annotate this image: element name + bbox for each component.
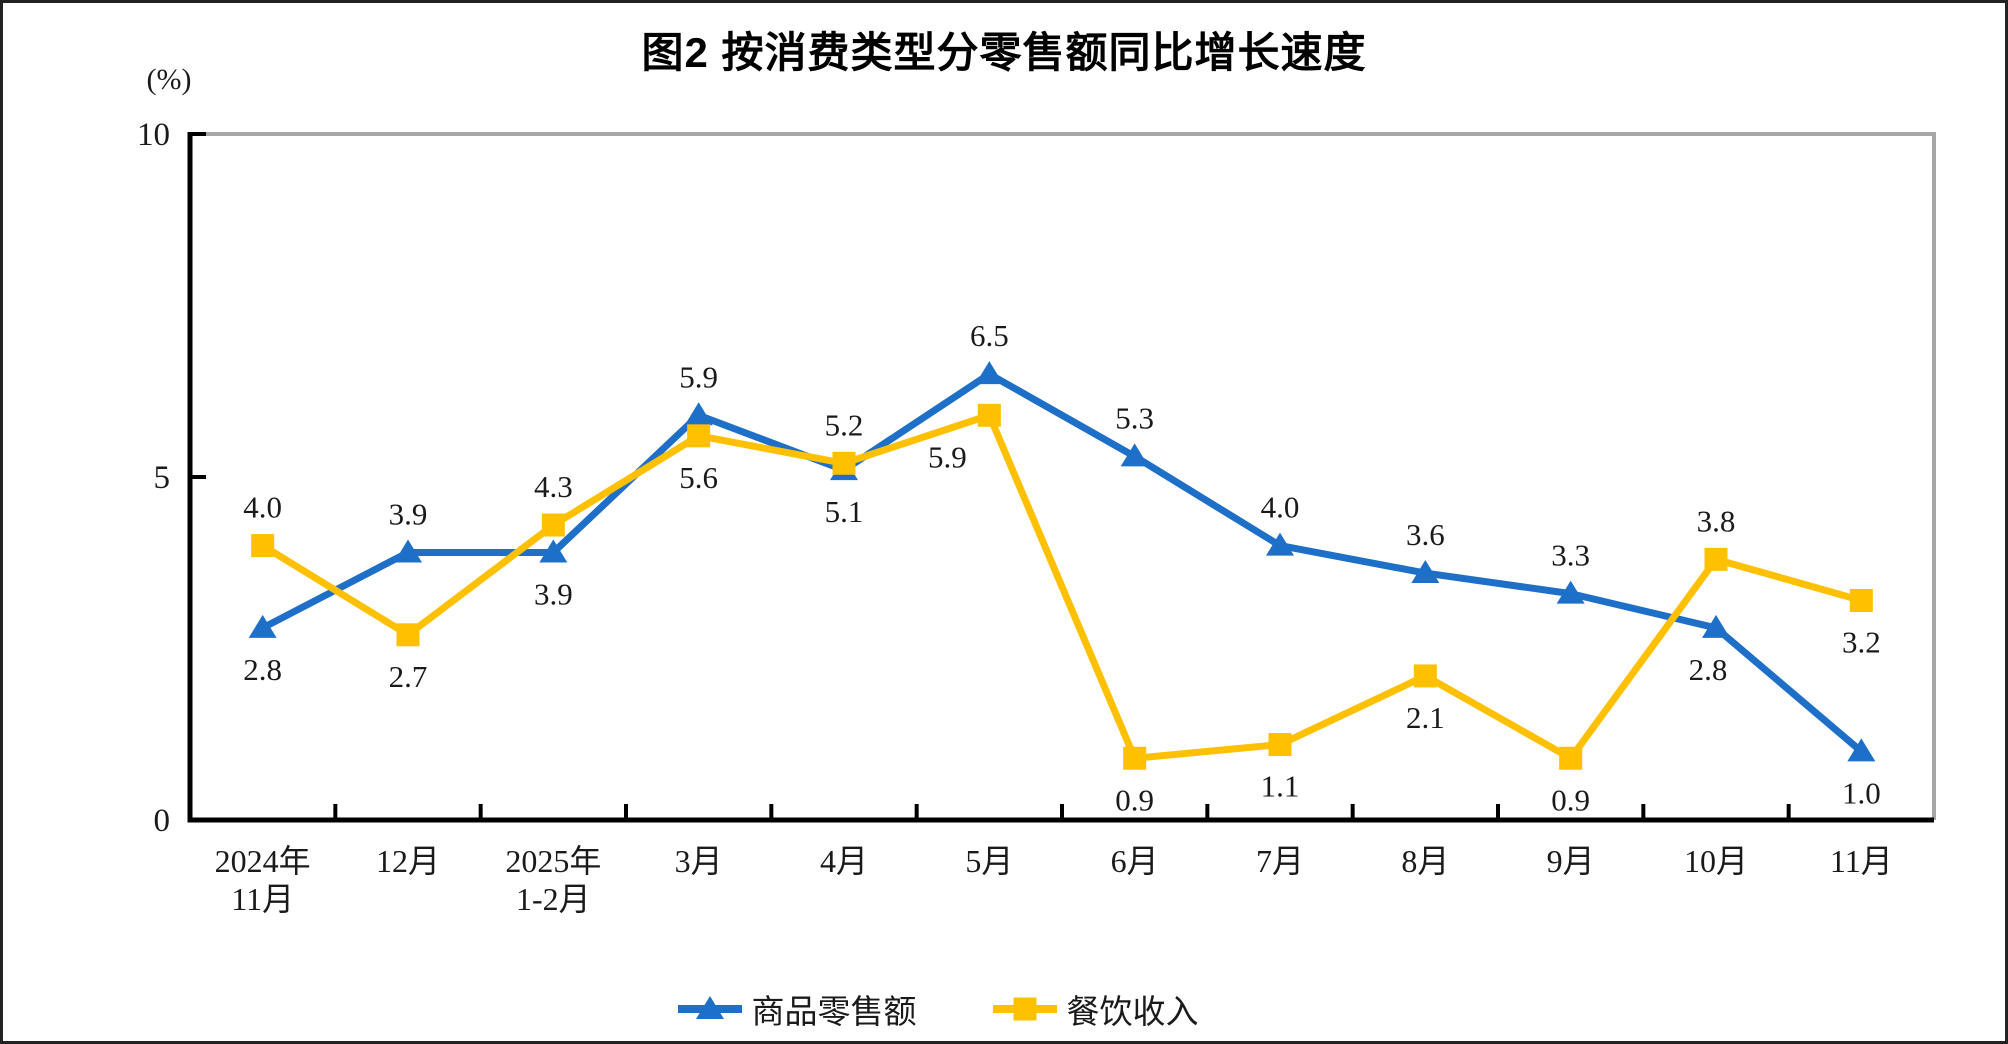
catering-revenue-marker	[1704, 547, 1728, 571]
legend-items: 商品零售额 餐饮收入	[677, 985, 1199, 1033]
goods-retail-data-label: 3.9	[534, 576, 573, 611]
x-category-label: 9月	[1547, 843, 1595, 879]
legend-item-goods-retail: 商品零售额	[677, 985, 917, 1033]
y-tick-label: 10	[137, 117, 170, 153]
goods-retail-marker	[1847, 738, 1876, 762]
line-chart-plot: 2.8 3.9 3.9 5.9 5.1 6.5 5.3 4.0 3.6 3.3 2.8 1.0 4.0 2…	[137, 63, 1936, 917]
goods-retail-marker	[1702, 614, 1730, 638]
triangle-legend-sample-icon	[677, 996, 742, 1019]
catering-revenue-marker	[541, 513, 565, 537]
x-category-label: 8月	[1401, 843, 1449, 879]
catering-revenue-data-label: 4.0	[243, 490, 282, 525]
y-tick-label: 5	[154, 460, 171, 496]
goods-retail-data-label: 3.9	[389, 496, 428, 531]
catering-revenue-data-label: 2.1	[1406, 700, 1445, 735]
catering-revenue-data-label: 0.9	[1115, 782, 1154, 817]
goods-retail-data-label: 5.1	[825, 494, 864, 529]
goods-retail-data-label: 2.8	[243, 652, 282, 687]
catering-revenue-marker	[1413, 664, 1437, 688]
x-category-label: 2024年	[215, 843, 311, 879]
x-category-label: 4月	[820, 843, 868, 879]
catering-revenue-data-label: 5.9	[928, 439, 967, 474]
x-category-label: 7月	[1256, 843, 1304, 879]
catering-revenue-marker	[832, 451, 856, 475]
x-category-label: 5月	[965, 843, 1013, 879]
catering-revenue-data-label: 5.2	[825, 407, 864, 442]
goods-retail-marker	[975, 361, 1004, 385]
goods-retail-data-label: 2.8	[1689, 652, 1728, 687]
legend-sample-marker	[695, 996, 724, 1019]
x-category-label: 6月	[1111, 843, 1159, 879]
x-category-label: 11月	[1830, 843, 1893, 879]
goods-retail-data-label: 4.0	[1261, 490, 1300, 525]
axes	[187, 132, 1934, 823]
legend: 商品零售额 餐饮收入	[3, 985, 2005, 1033]
goods-retail-data-label: 6.5	[970, 318, 1009, 353]
goods-retail-data-label: 5.9	[679, 359, 718, 394]
catering-revenue-data-label: 0.9	[1551, 782, 1590, 817]
goods-retail-marker	[1120, 443, 1149, 467]
legend-sample-marker	[1013, 997, 1036, 1021]
catering-revenue-marker	[1849, 588, 1873, 612]
catering-revenue-line	[259, 411, 1865, 762]
legend-label-goods-retail: 商品零售额	[751, 995, 917, 1031]
x-category-label: 2025年	[505, 843, 601, 879]
catering-revenue-marker	[1123, 746, 1147, 770]
catering-revenue-marker	[1559, 746, 1583, 770]
goods-retail-data-label: 5.3	[1115, 400, 1154, 435]
catering-revenue-data-label: 5.6	[679, 460, 718, 495]
catering-revenue-data-label: 4.3	[534, 469, 573, 504]
legend-label-catering-revenue: 餐饮收入	[1066, 995, 1199, 1031]
x-category-label: 12月	[376, 843, 440, 879]
y-axis-unit-label: (%)	[147, 63, 192, 96]
y-tick-label: 0	[154, 803, 171, 839]
goods-retail-marker	[684, 402, 713, 426]
catering-revenue-marker	[977, 403, 1001, 427]
goods-retail-marker	[1411, 560, 1440, 584]
catering-revenue-marker	[396, 623, 420, 647]
goods-retail-marker	[539, 539, 568, 563]
catering-revenue-marker	[687, 424, 711, 448]
catering-revenue-marker	[251, 534, 275, 558]
catering-revenue-data-label: 3.8	[1697, 503, 1736, 538]
x-category-label: 11月	[231, 881, 294, 917]
x-category-label: 1-2月	[516, 881, 591, 917]
goods-retail-data-label: 1.0	[1842, 775, 1881, 810]
goods-retail-legend-marker	[677, 992, 742, 1026]
chart-title: 图2 按消费类型分零售额同比增长速度	[641, 29, 1367, 76]
goods-retail-marker	[1556, 580, 1585, 604]
goods-retail-data-label: 3.3	[1551, 538, 1590, 573]
catering-revenue-data-label: 2.7	[389, 659, 428, 694]
goods-retail-line	[259, 370, 1865, 755]
x-category-label: 3月	[675, 843, 723, 879]
x-category-label: 10月	[1684, 843, 1748, 879]
goods-retail-marker	[248, 614, 277, 638]
plot-frame	[190, 132, 1936, 820]
legend-item-catering-revenue: 餐饮收入	[992, 985, 1199, 1033]
catering-revenue-marker	[1268, 733, 1292, 757]
catering-revenue-legend-marker	[992, 992, 1057, 1026]
goods-retail-data-label: 3.6	[1406, 517, 1445, 552]
catering-revenue-data-label: 1.1	[1261, 769, 1300, 804]
catering-revenue-data-label: 3.2	[1842, 624, 1881, 659]
square-legend-sample-icon	[992, 997, 1057, 1021]
goods-retail-marker	[394, 539, 422, 563]
goods-retail-marker	[1266, 532, 1294, 556]
